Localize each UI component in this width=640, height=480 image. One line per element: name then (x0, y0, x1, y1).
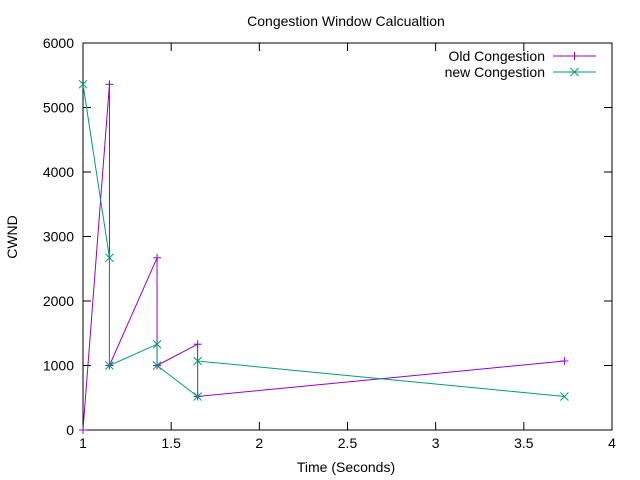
x-tick-label: 1.5 (161, 435, 181, 451)
data-point (105, 253, 114, 263)
data-point (560, 392, 569, 401)
y-tick-label: 2000 (43, 293, 74, 309)
data-point-stroke (152, 339, 162, 349)
x-tick-label: 1 (79, 435, 87, 451)
data-point (152, 361, 162, 370)
data-point (560, 356, 569, 365)
data-point-stroke (560, 392, 569, 401)
data-point-stroke (105, 253, 114, 263)
plot-border (82, 42, 613, 431)
legend-label: new Congestion (445, 64, 545, 80)
legend-marker (570, 52, 579, 60)
y-tick-label: 5000 (43, 100, 74, 116)
series-line (82, 84, 565, 398)
x-tick-label: 2.5 (338, 435, 358, 451)
x-axis-label: Time (Seconds) (297, 459, 395, 475)
data-point (193, 356, 202, 366)
data-point (153, 253, 162, 262)
data-point (193, 392, 202, 401)
data-point-stroke (193, 356, 202, 366)
data-point (105, 361, 114, 370)
y-tick-label: 0 (66, 422, 74, 438)
chart-title: Congestion Window Calcualtion (247, 13, 445, 29)
x-tick-label: 3.5 (514, 435, 534, 451)
data-point-stroke (105, 361, 114, 370)
data-point-stroke (152, 361, 162, 370)
plot-area (78, 79, 569, 434)
data-point-stroke (78, 79, 88, 89)
data-point-stroke (193, 392, 202, 401)
data-point (193, 340, 202, 349)
y-tick-label: 6000 (43, 35, 74, 51)
y-axis-label: CWND (4, 215, 20, 259)
series-1 (78, 79, 569, 401)
axes: 1 1.5 2 2.5 3 3.5 4 0 1000 2000 3000 4000 5000 6000 (43, 35, 616, 451)
legend-marker-stroke (570, 67, 579, 77)
x-tick-label: 3 (432, 435, 440, 451)
data-point (152, 339, 162, 349)
series-line (82, 84, 565, 431)
data-point (78, 79, 88, 89)
data-point (105, 80, 114, 89)
legend-label: Old Congestion (448, 48, 545, 64)
x-tick-label: 4 (608, 435, 616, 451)
x-tick-label: 2 (255, 435, 263, 451)
legend-marker (570, 67, 579, 77)
y-tick-label: 1000 (43, 358, 74, 374)
series-0 (79, 80, 569, 434)
y-tick-label: 4000 (43, 164, 74, 180)
y-tick-label: 3000 (43, 229, 74, 245)
data-point (79, 426, 87, 434)
